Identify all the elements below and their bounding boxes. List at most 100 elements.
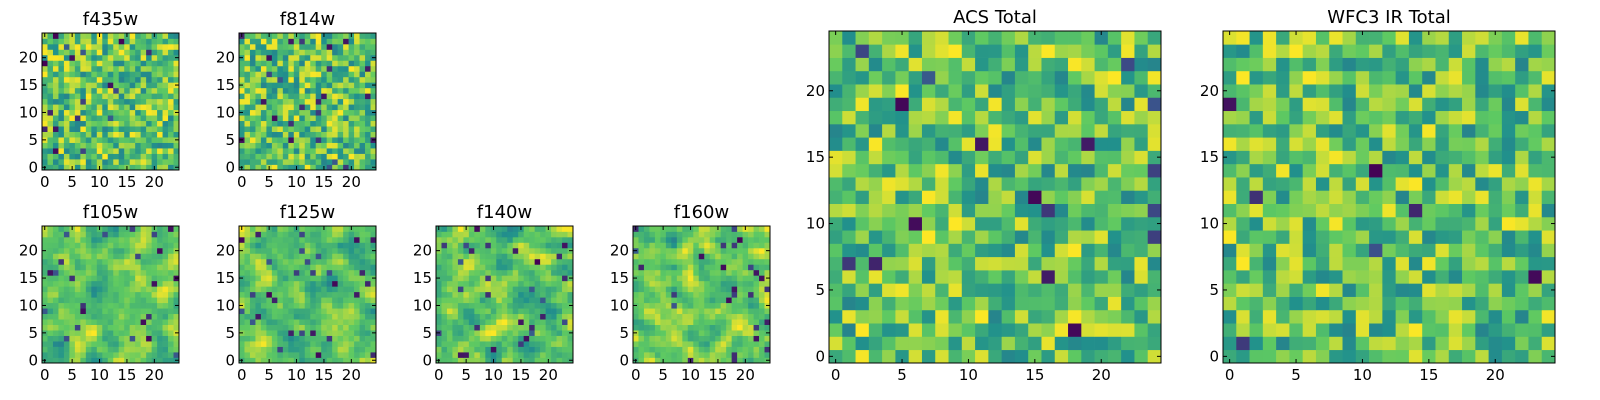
heatmap-cell (260, 49, 267, 56)
heatmap-cell (42, 335, 48, 342)
heatmap-cell (1435, 323, 1450, 337)
heatmap-cell (975, 110, 989, 125)
heatmap-cell (80, 324, 87, 331)
heatmap-cell (485, 324, 492, 331)
heatmap-cell (545, 352, 552, 358)
heatmap-cell (1315, 349, 1330, 364)
heatmap-cell (1107, 296, 1122, 311)
heatmap-cell (135, 120, 141, 127)
heatmap-cell (85, 148, 92, 154)
heatmap-cell (173, 324, 180, 331)
heatmap-cell (47, 302, 54, 309)
heatmap-cell (556, 280, 563, 287)
heatmap-cell (518, 308, 525, 315)
heatmap-cell (654, 231, 661, 238)
heatmap-cell (441, 335, 448, 342)
heatmap-cell (748, 264, 754, 271)
heatmap-cell (720, 302, 727, 309)
heatmap-cell (321, 264, 328, 271)
heatmap-cell (255, 38, 262, 45)
heatmap-cell (85, 131, 92, 138)
heatmap-cell (737, 258, 743, 265)
heatmap-cell (348, 242, 355, 249)
heatmap-cell (162, 65, 169, 72)
heatmap-cell (107, 43, 114, 50)
heatmap-cell (731, 324, 738, 331)
heatmap-cell (239, 253, 245, 260)
heatmap-cell (239, 313, 245, 320)
heatmap-cell (52, 280, 59, 287)
heatmap-cell (249, 104, 256, 111)
heatmap-cell (693, 236, 700, 243)
heatmap-cell (113, 87, 120, 94)
heatmap-cell (1236, 243, 1250, 258)
heatmap-cell (271, 93, 278, 100)
heatmap-cell (643, 357, 650, 364)
heatmap-cell (239, 87, 245, 94)
heatmap-cell (855, 296, 870, 311)
heatmap-cell (162, 226, 169, 232)
heatmap-cell (162, 319, 169, 325)
heatmap-cell (665, 308, 672, 315)
heatmap-cell (157, 93, 163, 100)
heatmap-cell (665, 330, 672, 336)
heatmap-cell (157, 87, 163, 94)
heatmap-cell (266, 93, 273, 100)
heatmap-cell (282, 49, 289, 56)
heatmap-cell (80, 131, 87, 138)
heatmap-cell (102, 43, 109, 50)
heatmap-cell (961, 230, 976, 244)
heatmap-cell (113, 313, 120, 320)
heatmap-cell (321, 335, 328, 342)
heatmap-cell (868, 230, 883, 244)
heatmap-cell (988, 283, 1002, 297)
heatmap-cell (935, 283, 949, 297)
heatmap-cell (649, 302, 656, 309)
heatmap-cell (332, 71, 338, 78)
heatmap-cell (1028, 336, 1042, 351)
heatmap-cell (157, 54, 163, 61)
heatmap-cell (370, 126, 377, 132)
heatmap-cell (988, 243, 1002, 258)
x-tick-label: 5 (264, 366, 274, 384)
heatmap-cell (1515, 323, 1529, 337)
heatmap-cell (113, 247, 120, 254)
heatmap-cell (266, 43, 273, 50)
heatmap-cell (715, 253, 722, 260)
heatmap-cell (157, 313, 163, 320)
heatmap-cell (239, 38, 245, 45)
heatmap-cell (895, 123, 910, 138)
heatmap-cell (239, 352, 245, 358)
heatmap-cell (365, 231, 371, 238)
heatmap-cell (654, 302, 661, 309)
heatmap-cell (288, 98, 295, 105)
heatmap-cell (676, 253, 683, 260)
heatmap-cell (1355, 309, 1370, 324)
heatmap-cell (545, 286, 552, 293)
x-tick-label: 15 (511, 366, 530, 384)
heatmap-cell (1462, 230, 1476, 244)
heatmap-cell (80, 302, 87, 309)
heatmap-cell (354, 159, 360, 165)
heatmap-cell (660, 335, 667, 342)
heatmap-cell (58, 38, 65, 45)
heatmap-cell (129, 60, 136, 67)
heatmap-cell (277, 280, 284, 287)
heatmap-cell (365, 247, 371, 254)
heatmap-cell (660, 346, 667, 353)
heatmap-cell (140, 60, 147, 67)
heatmap-cell (244, 137, 251, 143)
heatmap-cell (693, 291, 700, 298)
heatmap-cell (1355, 283, 1370, 297)
heatmap-cell (1302, 296, 1317, 311)
heatmap-cell (485, 258, 492, 265)
heatmap-cell (80, 226, 87, 232)
heatmap-cell (908, 150, 923, 165)
heatmap-cell (759, 231, 765, 238)
heatmap-cell (74, 226, 81, 232)
heatmap-cell (1541, 336, 1556, 351)
heatmap-cell (58, 302, 65, 309)
heatmap-cell (85, 153, 92, 160)
heatmap-cell (1014, 216, 1029, 231)
heatmap-cell (69, 341, 76, 347)
